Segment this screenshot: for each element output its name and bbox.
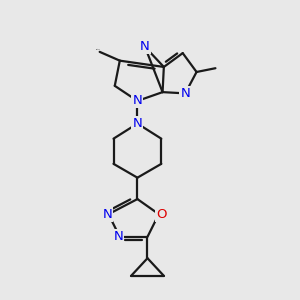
Text: N: N [180,87,190,100]
Text: O: O [156,208,166,221]
Text: N: N [133,117,142,130]
Text: N: N [114,230,123,243]
Text: methyl: methyl [96,49,101,50]
Text: N: N [140,40,150,53]
Text: N: N [102,208,112,221]
Text: N: N [133,94,142,107]
